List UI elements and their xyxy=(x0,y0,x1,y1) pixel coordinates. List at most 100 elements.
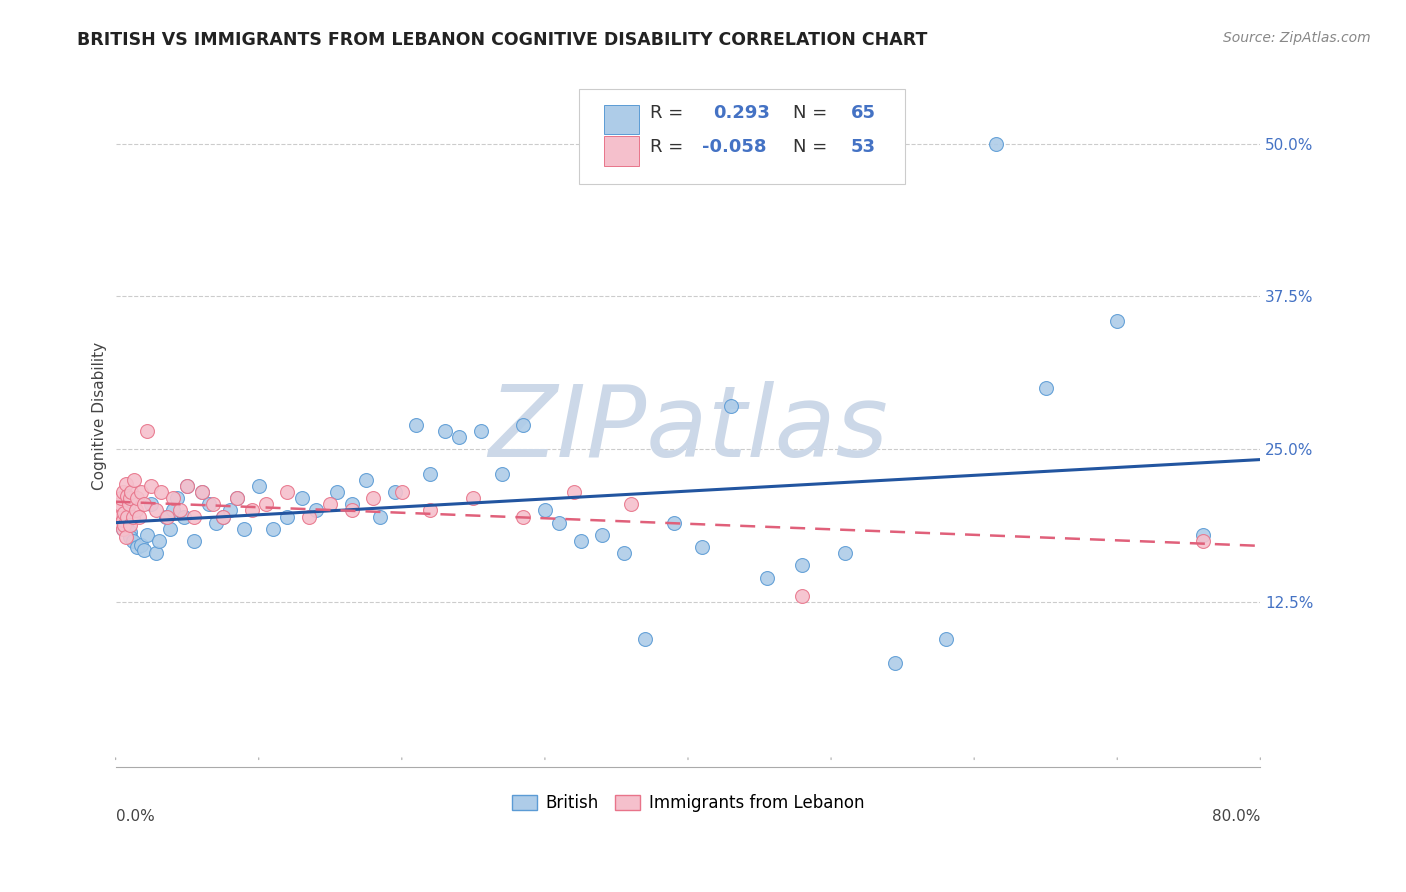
Point xyxy=(984,136,1007,151)
Point xyxy=(298,509,321,524)
Point xyxy=(107,503,129,517)
Point xyxy=(361,491,384,506)
Point xyxy=(534,503,557,517)
Text: 0.293: 0.293 xyxy=(713,104,770,122)
Text: R =: R = xyxy=(650,138,683,156)
Point xyxy=(127,491,149,506)
Point xyxy=(114,518,136,533)
Point xyxy=(1035,381,1057,395)
Point xyxy=(370,509,392,524)
FancyBboxPatch shape xyxy=(605,105,638,135)
Point xyxy=(111,522,134,536)
Point xyxy=(176,479,198,493)
Point xyxy=(212,509,235,524)
Point xyxy=(112,506,135,520)
Point xyxy=(118,518,141,533)
Point xyxy=(562,485,585,500)
Text: Source: ZipAtlas.com: Source: ZipAtlas.com xyxy=(1223,31,1371,45)
Point xyxy=(433,424,456,438)
Point xyxy=(340,497,363,511)
Text: 0.0%: 0.0% xyxy=(115,809,155,824)
Point xyxy=(122,473,145,487)
Text: R =: R = xyxy=(650,104,683,122)
Point xyxy=(190,485,212,500)
Point xyxy=(419,503,441,517)
Point xyxy=(1107,314,1129,328)
Point xyxy=(512,417,534,432)
Text: N =: N = xyxy=(793,138,828,156)
Point xyxy=(384,485,406,500)
Point xyxy=(120,485,142,500)
Text: 80.0%: 80.0% xyxy=(1212,809,1260,824)
Point xyxy=(115,509,138,524)
Point xyxy=(405,417,427,432)
Point xyxy=(118,530,141,544)
Point xyxy=(111,513,134,527)
Point xyxy=(114,530,136,544)
FancyBboxPatch shape xyxy=(579,88,905,184)
Point xyxy=(470,424,492,438)
Point xyxy=(319,497,342,511)
Point xyxy=(276,509,298,524)
Point xyxy=(110,491,132,506)
Point xyxy=(326,485,349,500)
Text: ZIPatlas: ZIPatlas xyxy=(488,381,889,478)
Point xyxy=(112,518,135,533)
Point xyxy=(118,491,141,506)
Point xyxy=(117,497,139,511)
Point xyxy=(391,485,413,500)
Point xyxy=(141,479,163,493)
Point xyxy=(340,503,363,517)
Point xyxy=(159,522,181,536)
Point xyxy=(792,589,814,603)
Point xyxy=(115,503,138,517)
Point xyxy=(204,516,226,530)
Point xyxy=(247,479,270,493)
FancyBboxPatch shape xyxy=(605,136,638,166)
Text: N =: N = xyxy=(793,104,828,122)
Point xyxy=(634,632,657,646)
Point xyxy=(569,534,592,549)
Point xyxy=(134,542,156,557)
Point xyxy=(419,467,441,481)
Point xyxy=(111,485,134,500)
Point xyxy=(156,509,179,524)
Point xyxy=(127,540,149,554)
Point xyxy=(108,509,131,524)
Point xyxy=(491,467,513,481)
Legend: British, Immigrants from Lebanon: British, Immigrants from Lebanon xyxy=(505,788,870,819)
Point xyxy=(354,473,377,487)
Point xyxy=(169,503,191,517)
Point xyxy=(121,534,143,549)
Point xyxy=(162,503,184,517)
Point xyxy=(620,497,643,511)
Point xyxy=(110,516,132,530)
Point xyxy=(934,632,956,646)
Point xyxy=(276,485,298,500)
Point xyxy=(291,491,314,506)
Point xyxy=(548,516,571,530)
Point xyxy=(145,546,167,560)
Point xyxy=(115,489,138,503)
Point xyxy=(136,424,159,438)
Point xyxy=(118,525,141,540)
Text: 53: 53 xyxy=(851,138,876,156)
Point xyxy=(1192,528,1215,542)
Point xyxy=(240,503,263,517)
Point xyxy=(112,513,135,527)
Point xyxy=(150,485,173,500)
Point xyxy=(233,522,256,536)
Point xyxy=(145,503,167,517)
Point xyxy=(591,528,613,542)
Point xyxy=(173,509,195,524)
Point xyxy=(121,509,143,524)
Point xyxy=(305,503,328,517)
Point xyxy=(463,491,485,506)
Point xyxy=(134,497,156,511)
Point xyxy=(183,534,205,549)
Point xyxy=(108,509,131,524)
Point xyxy=(884,657,907,671)
Point xyxy=(792,558,814,573)
Point xyxy=(201,497,224,511)
Point xyxy=(128,509,150,524)
